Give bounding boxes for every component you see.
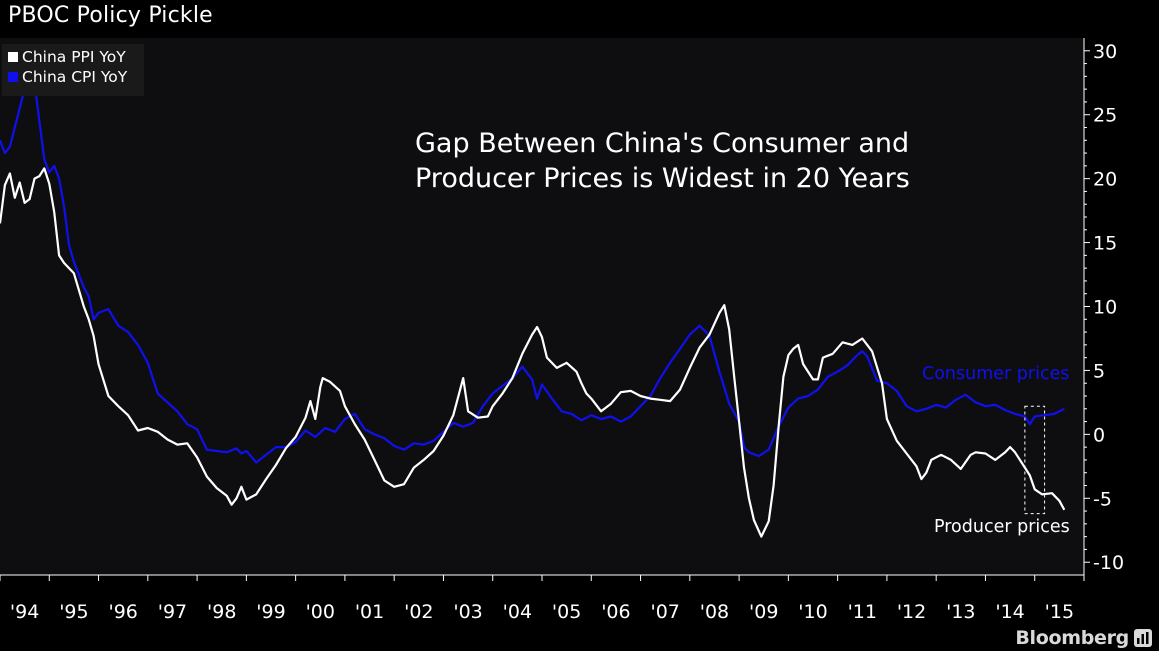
annotation-layer: Consumer prices Producer prices [922,364,1070,537]
x-tick-label: '96 [108,601,137,623]
x-tick-label: '13 [946,601,975,623]
y-tick-label: -5 [1093,488,1112,510]
x-tick-label: '03 [453,601,482,623]
series-line-china-cpi-yoy [0,75,1065,464]
x-tick-label: '06 [601,601,630,623]
consumer-prices-label: Consumer prices [922,364,1069,384]
x-tick-label: '01 [355,601,384,623]
legend: China PPI YoY China CPI YoY [2,44,144,96]
x-tick-label: '02 [404,601,433,623]
legend-swatch [8,72,18,82]
chart-headline-line: Gap Between China's Consumer and [415,128,909,159]
producer-prices-label: Producer prices [934,517,1070,537]
y-tick-label: 25 [1093,105,1117,127]
x-tick-label: '15 [1045,601,1074,623]
x-tick-label: '04 [503,601,532,623]
series-line-china-ppi-yoy [0,167,1066,538]
legend-box [2,44,144,96]
highlight-box-layer [1024,405,1046,515]
x-tick-label: '12 [897,601,926,623]
y-tick-label: 5 [1093,360,1105,382]
x-tick-label: '10 [798,601,827,623]
page-title: PBOC Policy Pickle [8,3,213,28]
x-tick-label: '97 [158,601,187,623]
x-tick-label: '95 [59,601,88,623]
y-tick-label: 15 [1093,233,1117,255]
x-tick-label: '94 [10,601,39,623]
y-tick-label: 0 [1093,424,1105,446]
highlight-box [1024,405,1046,515]
x-tick-label: '99 [256,601,285,623]
headline-layer: Gap Between China's Consumer and Producer… [415,128,910,194]
x-tick-label: '98 [207,601,236,623]
x-tick-label: '14 [995,601,1024,623]
y-tick-label: 20 [1093,169,1117,191]
series-layer [0,75,1066,538]
y-tick-label: -10 [1093,552,1124,574]
bloomberg-logo: Bloomberg [1015,627,1129,649]
x-tick-label: '11 [848,601,877,623]
plot-background [0,38,1084,575]
y-tick-label: 10 [1093,297,1117,319]
x-tick-label: '05 [552,601,581,623]
x-tick-label: '09 [749,601,778,623]
x-tick-label: '08 [700,601,729,623]
legend-swatch [8,52,18,62]
axis-layer: 30 25 20 15 10 5 0 -5 -10 '94 '95 '96 '97 '98 '99 '00 '0… [0,38,1124,623]
x-tick-label: '00 [306,601,335,623]
y-tick-label: 30 [1093,41,1117,63]
bloomberg-terminal-icon [1134,629,1152,647]
legend-label: China CPI YoY [22,68,128,86]
legend-label: China PPI YoY [22,48,126,66]
x-tick-label: '07 [650,601,679,623]
chart-headline-line: Producer Prices is Widest in 20 Years [415,163,910,194]
